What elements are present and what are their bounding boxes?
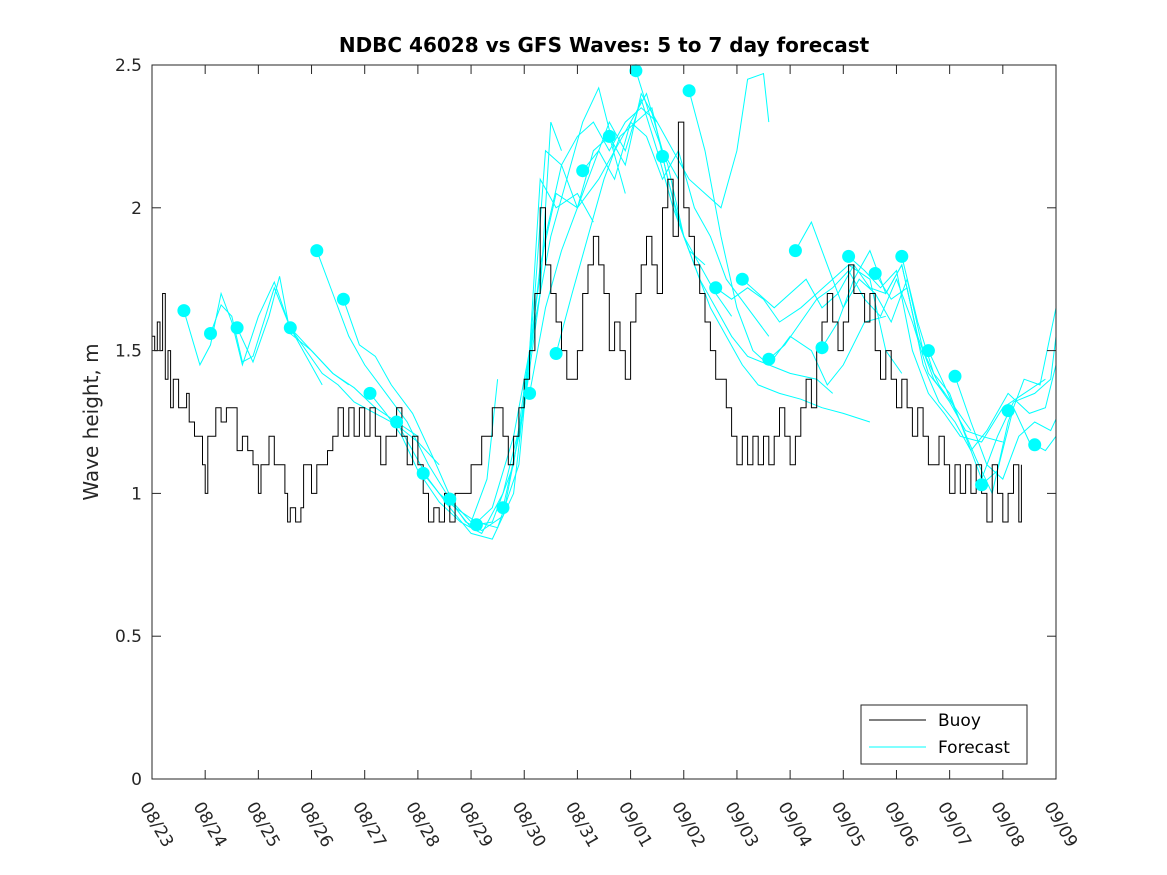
y-tick-label-1: 0.5 — [115, 627, 142, 647]
forecast-marker-5 — [336, 292, 350, 306]
forecast-run-line-2 — [236, 276, 419, 437]
forecast-marker-18 — [682, 84, 696, 98]
forecast-run-line-25 — [874, 273, 1056, 452]
axes-box — [151, 64, 1057, 780]
forecast-run-line-4 — [316, 250, 499, 523]
forecast-marker-27 — [921, 344, 935, 358]
forecast-run-line-22 — [794, 220, 972, 431]
forecast-run-line-14 — [582, 121, 770, 337]
legend-buoy-label: Buoy — [938, 711, 981, 731]
series-layer — [152, 64, 1056, 540]
forecast-run-line-12 — [529, 97, 706, 394]
forecast-run-line-5 — [342, 299, 536, 529]
y-tick-label-4: 2 — [131, 199, 142, 219]
forecast-run-line-13 — [555, 106, 733, 354]
forecast-marker-6 — [363, 386, 377, 400]
forecast-marker-0 — [177, 304, 191, 318]
forecast-marker-31 — [1028, 438, 1042, 452]
forecast-marker-17 — [656, 149, 669, 163]
forecast-run-line-28 — [954, 376, 1056, 480]
forecast-marker-10 — [469, 518, 483, 532]
forecast-marker-23 — [815, 341, 829, 355]
chart-title: NDBC 46028 vs GFS Waves: 5 to 7 day fore… — [339, 33, 870, 57]
forecast-run-line-3 — [289, 327, 440, 466]
forecast-marker-15 — [602, 129, 616, 143]
plot-area — [152, 65, 1056, 779]
forecast-marker-29 — [975, 478, 989, 492]
y-tick-label-5: 2.5 — [115, 56, 142, 76]
legend-forecast-label: Forecast — [938, 738, 1010, 758]
forecast-run-line-17 — [662, 156, 871, 423]
forecast-marker-26 — [895, 249, 909, 263]
buoy-line — [152, 121, 1022, 523]
forecast-marker-4 — [310, 244, 324, 258]
forecast-marker-8 — [416, 466, 430, 480]
forecast-marker-2 — [230, 321, 244, 335]
forecast-marker-19 — [709, 281, 723, 295]
forecast-marker-11 — [496, 501, 510, 515]
forecast-run-line-18 — [688, 90, 886, 386]
forecast-marker-14 — [576, 164, 590, 178]
forecast-marker-16 — [629, 64, 643, 78]
forecast-marker-9 — [443, 492, 457, 506]
y-axis-label: Wave height, m — [79, 343, 103, 500]
forecast-marker-7 — [390, 415, 404, 429]
forecast-marker-12 — [523, 386, 537, 400]
forecast-marker-28 — [948, 369, 962, 383]
forecast-marker-20 — [735, 272, 749, 286]
forecast-run-line-15 — [608, 72, 770, 209]
forecast-marker-13 — [549, 347, 563, 360]
y-tick-label-2: 1 — [131, 484, 142, 504]
forecast-marker-30 — [1001, 404, 1015, 418]
forecast-marker-24 — [842, 249, 856, 263]
y-tick-label-3: 1.5 — [115, 342, 142, 362]
forecast-run-line-29 — [981, 406, 1056, 486]
y-tick-label-0: 0 — [131, 770, 142, 790]
forecast-marker-22 — [788, 244, 802, 258]
forecast-marker-21 — [762, 352, 776, 366]
forecast-marker-3 — [283, 321, 297, 335]
forecast-marker-25 — [868, 267, 882, 280]
forecast-marker-1 — [204, 327, 217, 340]
legend-box — [860, 704, 1028, 765]
forecast-run-line-11 — [502, 86, 679, 508]
legend: Buoy Forecast — [860, 704, 1028, 765]
